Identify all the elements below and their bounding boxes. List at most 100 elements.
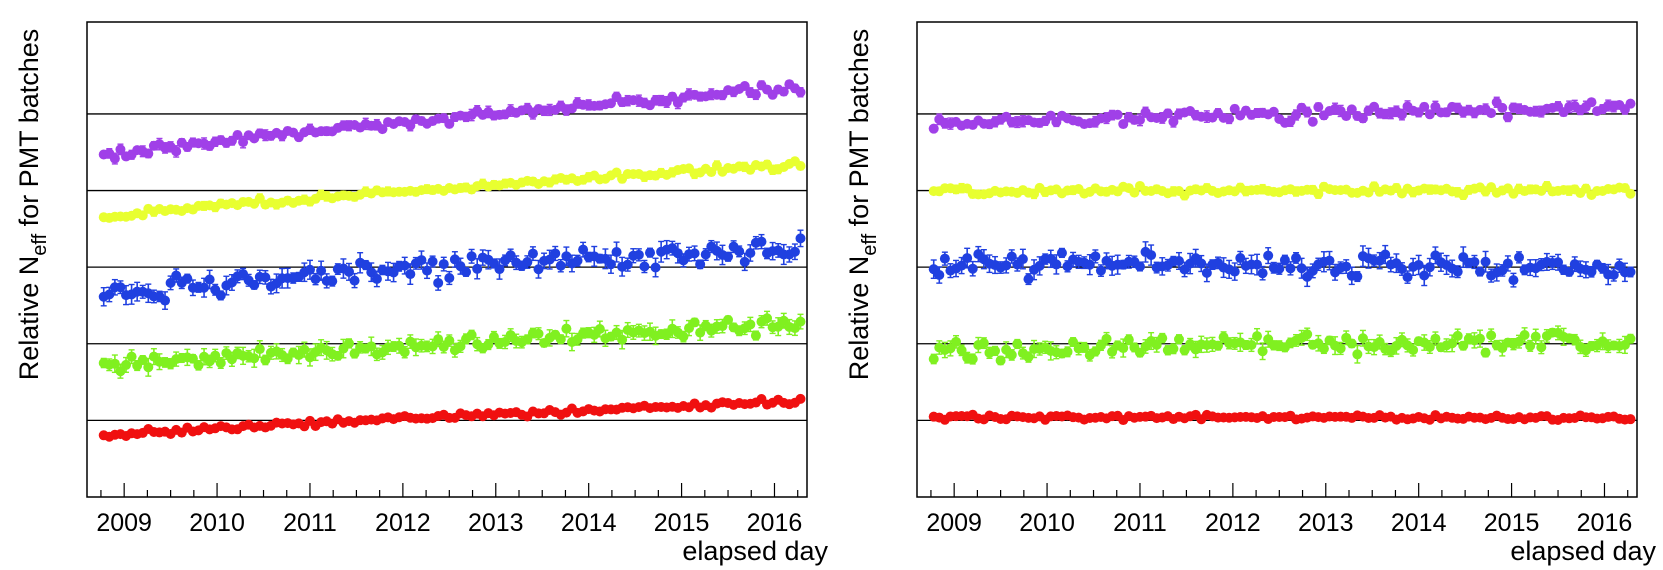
data-point	[1291, 252, 1302, 263]
data-point	[795, 233, 806, 244]
y-axis-title-main: Relative N	[14, 256, 44, 381]
data-point	[249, 279, 260, 290]
data-point	[995, 355, 1006, 366]
data-point	[1625, 266, 1636, 277]
data-point	[204, 274, 215, 285]
data-point	[1396, 264, 1407, 275]
data-point	[1017, 254, 1028, 265]
data-point	[143, 148, 154, 159]
data-point	[1274, 263, 1285, 274]
data-point	[1263, 250, 1274, 261]
data-point	[561, 251, 572, 262]
series-yellow	[928, 180, 1636, 201]
data-point	[249, 353, 260, 364]
data-point	[109, 153, 120, 164]
series-purple	[98, 79, 806, 165]
data-point	[739, 256, 750, 267]
data-point	[572, 255, 583, 266]
data-point	[472, 263, 483, 274]
data-point	[1625, 188, 1636, 199]
series-purple	[928, 96, 1636, 134]
data-point	[1357, 333, 1368, 344]
x-tick-label: 2014	[1391, 509, 1447, 537]
x-tick-label: 2015	[1484, 509, 1540, 537]
data-point	[433, 277, 444, 288]
data-point	[561, 323, 572, 334]
data-point	[967, 263, 978, 274]
data-point	[1095, 340, 1106, 351]
data-point	[1530, 331, 1541, 342]
data-point	[1173, 255, 1184, 266]
data-point	[1569, 334, 1580, 345]
data-point	[215, 290, 226, 301]
data-point	[611, 247, 622, 258]
data-point	[1318, 343, 1329, 354]
data-point	[1341, 111, 1352, 122]
data-point	[427, 256, 438, 267]
data-point	[795, 87, 806, 98]
data-point	[1291, 109, 1302, 120]
data-point	[360, 260, 371, 271]
x-tick-label: 2016	[1577, 509, 1633, 537]
data-point	[1257, 268, 1268, 279]
data-point	[689, 317, 700, 328]
data-point	[310, 274, 321, 285]
x-axis-title: elapsed day	[682, 536, 828, 566]
data-point	[444, 118, 455, 129]
data-point	[1313, 188, 1324, 199]
data-point	[611, 327, 622, 338]
data-point	[1502, 112, 1513, 123]
data-point	[1012, 338, 1023, 349]
x-tick-label: 2013	[1298, 509, 1354, 537]
data-point	[745, 247, 756, 258]
data-point	[1134, 261, 1145, 272]
data-point	[1586, 266, 1597, 277]
data-point	[1224, 113, 1235, 124]
data-point	[962, 253, 973, 264]
data-point	[500, 336, 511, 347]
data-point	[1134, 114, 1145, 125]
x-axis-title: elapsed day	[1510, 536, 1656, 566]
data-point	[366, 267, 377, 278]
data-point	[1625, 333, 1636, 344]
data-point	[1023, 274, 1034, 285]
y-axis-title-rest: for PMT batches	[844, 29, 874, 234]
data-point	[1157, 333, 1168, 344]
data-point	[1458, 340, 1469, 351]
data-point	[1564, 266, 1575, 277]
data-point	[1129, 187, 1140, 198]
data-point	[366, 341, 377, 352]
y-axis-title: Relative Neff for PMT batches	[844, 29, 881, 381]
data-point	[778, 86, 789, 97]
data-point	[438, 259, 449, 270]
data-point	[1324, 255, 1335, 266]
data-point	[1051, 259, 1062, 270]
data-point	[1508, 275, 1519, 286]
data-point	[171, 146, 182, 157]
data-point	[210, 350, 221, 361]
data-point	[555, 334, 566, 345]
series-red	[928, 409, 1636, 426]
data-point	[1296, 263, 1307, 274]
series-blue	[98, 229, 806, 310]
data-point	[416, 255, 427, 266]
data-point	[1307, 116, 1318, 127]
data-point	[232, 130, 243, 141]
series-red	[98, 393, 806, 442]
data-point	[644, 247, 655, 258]
data-point	[1257, 346, 1268, 357]
data-point	[1419, 270, 1430, 281]
data-point	[1006, 251, 1017, 262]
data-point	[505, 250, 516, 261]
data-point	[739, 81, 750, 92]
data-point	[422, 265, 433, 276]
data-point	[399, 347, 410, 358]
plot-frame	[86, 21, 808, 498]
left-chart-panel: 2009 2010 2011 2012 2013 2014 2015 2016elapsed …	[14, 21, 828, 566]
data-point	[695, 327, 706, 338]
data-point	[343, 266, 354, 277]
data-point	[956, 260, 967, 271]
data-point	[349, 275, 360, 286]
data-point	[1229, 103, 1240, 114]
data-point	[1380, 249, 1391, 260]
